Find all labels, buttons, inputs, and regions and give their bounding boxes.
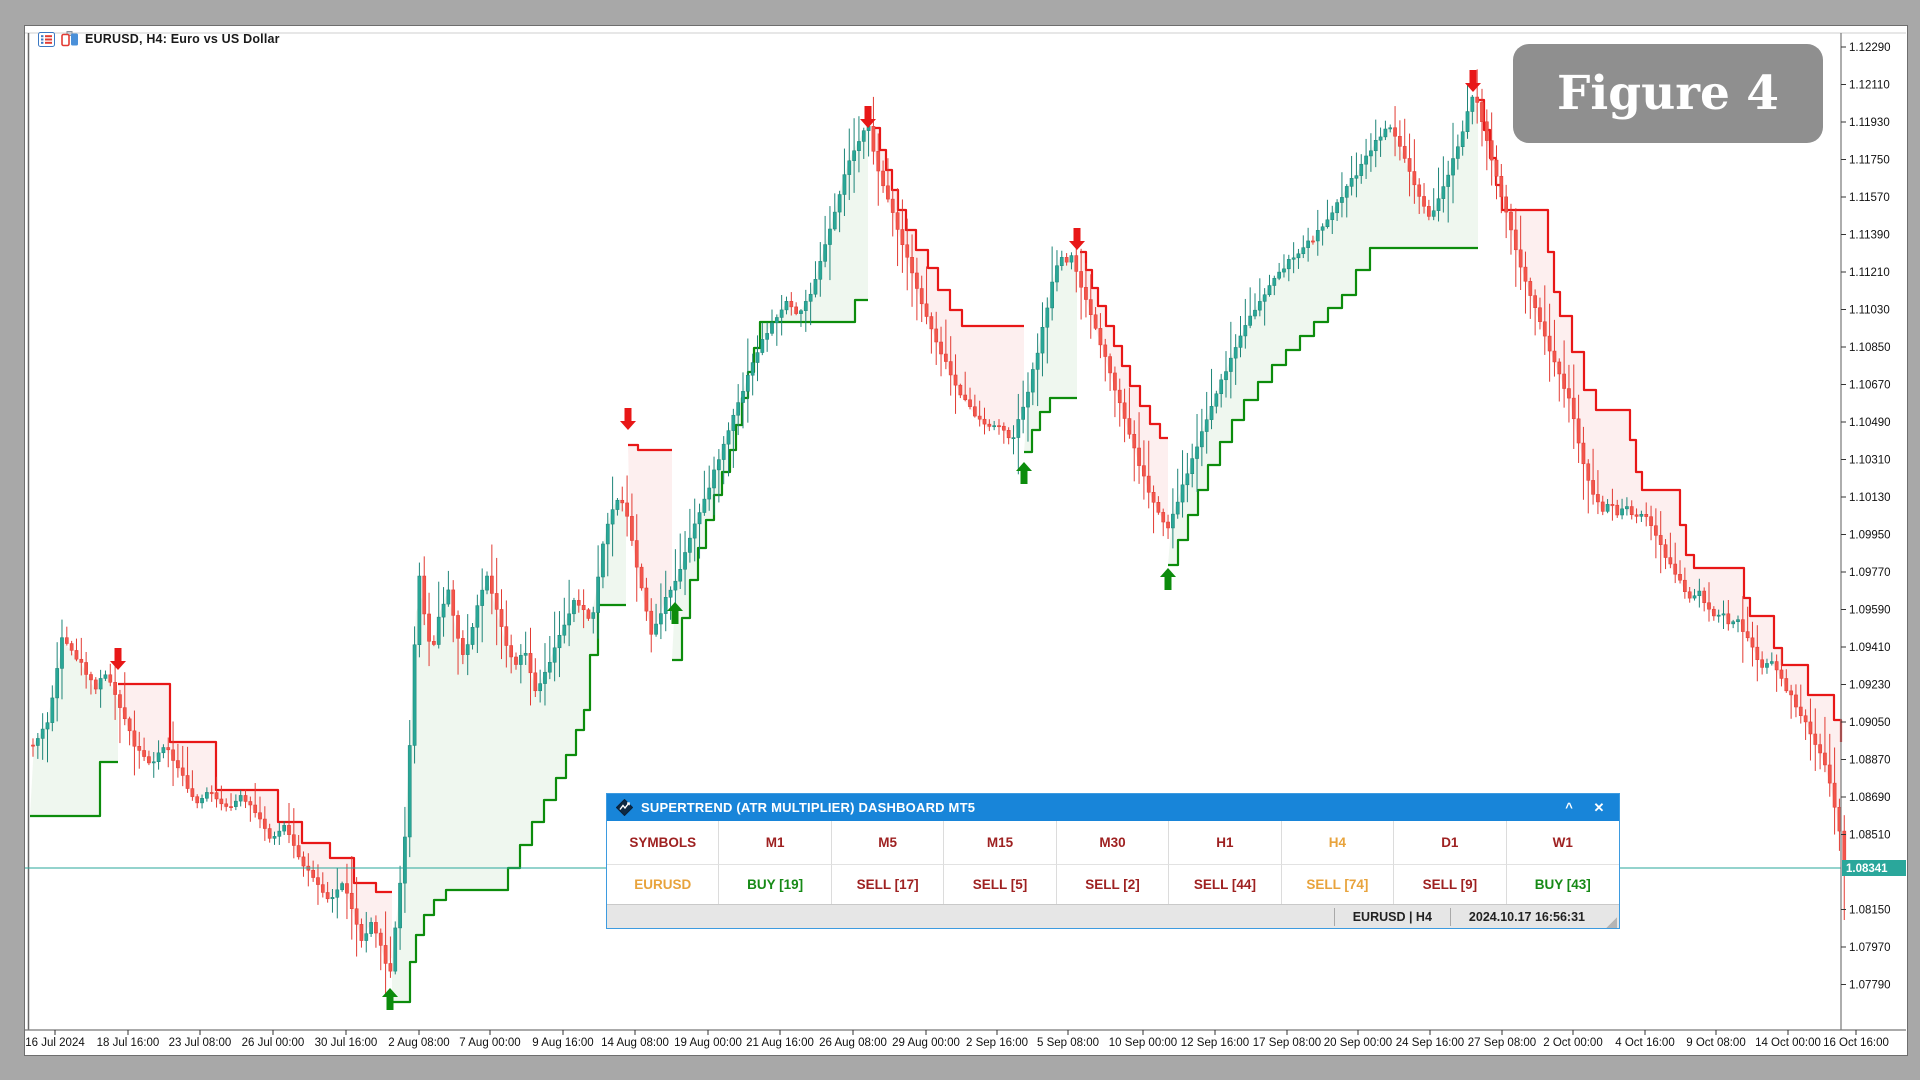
dashboard-statusbar: EURUSD | H4 2024.10.17 16:56:31 bbox=[607, 904, 1619, 928]
svg-text:1.08510: 1.08510 bbox=[1849, 829, 1891, 841]
svg-text:1.09050: 1.09050 bbox=[1849, 717, 1891, 729]
svg-text:1.10850: 1.10850 bbox=[1849, 342, 1891, 354]
svg-text:9 Aug 16:00: 9 Aug 16:00 bbox=[532, 1037, 593, 1049]
sell-arrow-icon bbox=[1465, 70, 1481, 92]
svg-text:1.09230: 1.09230 bbox=[1849, 679, 1891, 691]
svg-text:18 Jul 16:00: 18 Jul 16:00 bbox=[97, 1037, 160, 1049]
signal-d1[interactable]: SELL [9] bbox=[1394, 865, 1507, 904]
svg-text:12 Sep 16:00: 12 Sep 16:00 bbox=[1181, 1037, 1249, 1049]
svg-text:7 Aug 00:00: 7 Aug 00:00 bbox=[459, 1037, 520, 1049]
buy-arrow-icon bbox=[667, 602, 683, 624]
svg-text:1.11750: 1.11750 bbox=[1849, 154, 1890, 166]
col-header-d1: D1 bbox=[1394, 821, 1507, 865]
svg-text:21 Aug 16:00: 21 Aug 16:00 bbox=[746, 1037, 814, 1049]
svg-text:26 Jul 00:00: 26 Jul 00:00 bbox=[242, 1037, 305, 1049]
signal-h1[interactable]: SELL [44] bbox=[1169, 865, 1282, 904]
figure-badge: Figure 4 bbox=[1513, 44, 1823, 143]
svg-text:26 Aug 08:00: 26 Aug 08:00 bbox=[819, 1037, 887, 1049]
svg-text:4 Oct 16:00: 4 Oct 16:00 bbox=[1615, 1037, 1674, 1049]
svg-text:2 Aug 08:00: 2 Aug 08:00 bbox=[388, 1037, 449, 1049]
dashboard-table: SYMBOLS M1 M5 M15 M30 H1 H4 D1 W1 EURUSD… bbox=[607, 821, 1619, 904]
svg-text:1.08870: 1.08870 bbox=[1849, 754, 1891, 766]
chart-list-icon bbox=[38, 31, 55, 47]
symbol-cell[interactable]: EURUSD bbox=[607, 865, 720, 904]
symbol-title: EURUSD, H4: Euro vs US Dollar bbox=[85, 32, 280, 46]
svg-text:10 Sep 00:00: 10 Sep 00:00 bbox=[1109, 1037, 1177, 1049]
svg-text:30 Jul 16:00: 30 Jul 16:00 bbox=[315, 1037, 378, 1049]
svg-text:1.09590: 1.09590 bbox=[1849, 604, 1891, 616]
signal-m15[interactable]: SELL [5] bbox=[944, 865, 1057, 904]
dashboard-title: SUPERTREND (ATR MULTIPLIER) DASHBOARD MT… bbox=[641, 800, 976, 815]
sell-arrow-icon bbox=[110, 648, 126, 670]
svg-text:1.07970: 1.07970 bbox=[1849, 942, 1891, 954]
col-header-m30: M30 bbox=[1056, 821, 1170, 865]
chart-header: EURUSD, H4: Euro vs US Dollar bbox=[38, 31, 280, 47]
buy-arrow-icon bbox=[382, 988, 398, 1010]
status-symbol-timeframe: EURUSD | H4 bbox=[1333, 907, 1450, 926]
svg-text:1.10490: 1.10490 bbox=[1849, 417, 1891, 429]
col-header-h1: H1 bbox=[1169, 821, 1282, 865]
svg-text:1.09410: 1.09410 bbox=[1849, 642, 1891, 654]
svg-text:1.09770: 1.09770 bbox=[1849, 567, 1891, 579]
svg-text:1.11930: 1.11930 bbox=[1849, 117, 1890, 129]
signal-m30[interactable]: SELL [2] bbox=[1057, 865, 1170, 904]
col-header-m15: M15 bbox=[944, 821, 1057, 865]
sell-arrow-icon bbox=[1069, 228, 1085, 250]
svg-text:1.12110: 1.12110 bbox=[1849, 79, 1890, 91]
svg-text:1.08150: 1.08150 bbox=[1849, 904, 1891, 916]
svg-text:1.11210: 1.11210 bbox=[1849, 267, 1890, 279]
col-header-h4: H4 bbox=[1281, 821, 1395, 865]
svg-text:1.11030: 1.11030 bbox=[1849, 304, 1890, 316]
svg-text:29 Aug 00:00: 29 Aug 00:00 bbox=[892, 1037, 960, 1049]
signal-m5[interactable]: SELL [17] bbox=[832, 865, 945, 904]
svg-text:27 Sep 08:00: 27 Sep 08:00 bbox=[1468, 1037, 1536, 1049]
dashboard-titlebar[interactable]: SUPERTREND (ATR MULTIPLIER) DASHBOARD MT… bbox=[607, 794, 1619, 821]
svg-text:14 Aug 08:00: 14 Aug 08:00 bbox=[601, 1037, 669, 1049]
sell-arrow-icon bbox=[620, 408, 636, 430]
svg-text:5 Sep 08:00: 5 Sep 08:00 bbox=[1037, 1037, 1099, 1049]
chart-window-icon bbox=[61, 31, 78, 47]
svg-text:19 Aug 00:00: 19 Aug 00:00 bbox=[674, 1037, 742, 1049]
svg-text:1.08341: 1.08341 bbox=[1846, 863, 1888, 875]
svg-text:14 Oct 00:00: 14 Oct 00:00 bbox=[1755, 1037, 1821, 1049]
resize-grip[interactable] bbox=[1605, 916, 1617, 928]
buy-arrow-icon bbox=[1160, 568, 1176, 590]
col-header-w1: W1 bbox=[1506, 821, 1619, 865]
col-header-m5: M5 bbox=[831, 821, 945, 865]
svg-text:1.11390: 1.11390 bbox=[1849, 229, 1890, 241]
close-button[interactable]: ✕ bbox=[1593, 799, 1605, 815]
signal-h4[interactable]: SELL [74] bbox=[1282, 865, 1395, 904]
svg-text:1.10670: 1.10670 bbox=[1849, 379, 1891, 391]
svg-text:17 Sep 08:00: 17 Sep 08:00 bbox=[1253, 1037, 1321, 1049]
svg-text:16 Jul 2024: 16 Jul 2024 bbox=[25, 1037, 85, 1049]
col-header-symbols: SYMBOLS bbox=[607, 821, 720, 865]
signal-m1[interactable]: BUY [19] bbox=[719, 865, 832, 904]
figure-label: Figure 4 bbox=[1557, 66, 1779, 121]
svg-text:2 Oct 00:00: 2 Oct 00:00 bbox=[1543, 1037, 1602, 1049]
status-datetime: 2024.10.17 16:56:31 bbox=[1449, 907, 1603, 926]
svg-text:1.07790: 1.07790 bbox=[1849, 979, 1891, 991]
svg-text:20 Sep 00:00: 20 Sep 00:00 bbox=[1324, 1037, 1392, 1049]
svg-text:1.09950: 1.09950 bbox=[1849, 529, 1891, 541]
buy-arrow-icon bbox=[1016, 462, 1032, 484]
mt5-diamond-icon bbox=[616, 799, 633, 816]
signal-w1[interactable]: BUY [43] bbox=[1534, 877, 1591, 892]
svg-text:1.11570: 1.11570 bbox=[1849, 192, 1890, 204]
svg-text:23 Jul 08:00: 23 Jul 08:00 bbox=[169, 1037, 232, 1049]
svg-text:16 Oct 16:00: 16 Oct 16:00 bbox=[1823, 1037, 1889, 1049]
svg-text:9 Oct 08:00: 9 Oct 08:00 bbox=[1686, 1037, 1745, 1049]
svg-text:24 Sep 16:00: 24 Sep 16:00 bbox=[1396, 1037, 1464, 1049]
svg-text:1.10130: 1.10130 bbox=[1849, 492, 1891, 504]
svg-text:1.10310: 1.10310 bbox=[1849, 454, 1891, 466]
minimize-button[interactable]: ^ bbox=[1565, 800, 1573, 815]
col-header-m1: M1 bbox=[719, 821, 832, 865]
svg-text:1.12290: 1.12290 bbox=[1849, 42, 1891, 54]
supertrend-dashboard[interactable]: SUPERTREND (ATR MULTIPLIER) DASHBOARD MT… bbox=[606, 793, 1620, 929]
svg-text:2 Sep 16:00: 2 Sep 16:00 bbox=[966, 1037, 1028, 1049]
svg-text:1.08690: 1.08690 bbox=[1849, 792, 1891, 804]
sell-arrow-icon bbox=[860, 106, 876, 128]
